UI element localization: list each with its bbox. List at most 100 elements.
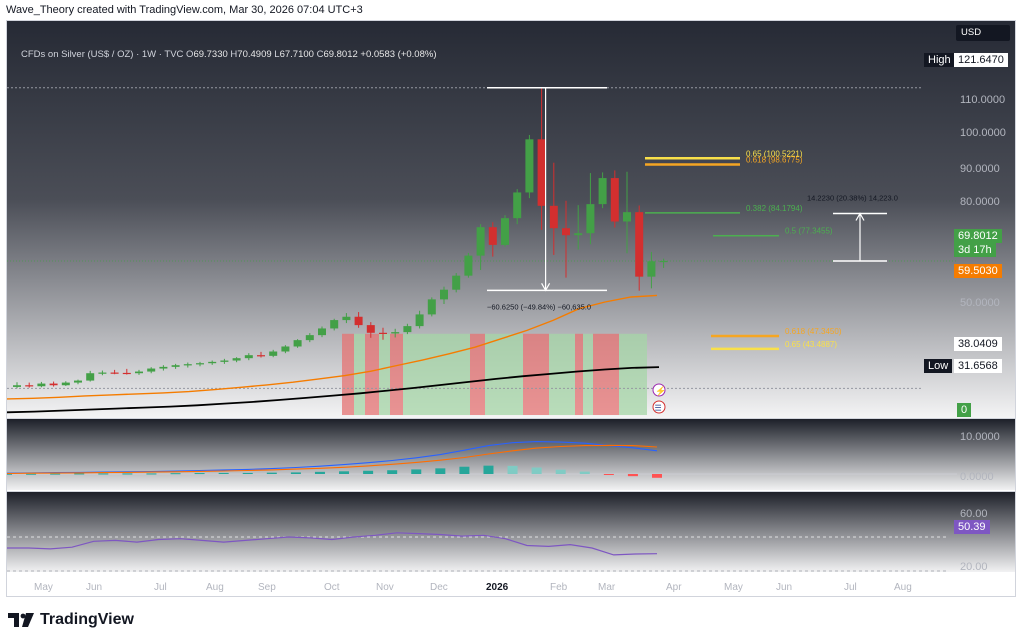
measure-down-label: −60.6250 (−49.84%) −60,635.0 — [487, 302, 591, 311]
macd-histogram-bar — [122, 473, 133, 475]
macd-histogram-bar — [26, 473, 37, 475]
currency-button[interactable]: USD — [956, 25, 1010, 41]
signal-zone — [470, 333, 485, 415]
fib-level-label: 0.65 (100.5221) — [746, 149, 803, 158]
x-axis-label: Apr — [666, 582, 682, 593]
macd-histogram-bar — [579, 471, 590, 474]
x-axis-label: Aug — [206, 582, 224, 593]
x-axis-label: Aug — [894, 582, 912, 593]
ma-slow-line — [7, 366, 660, 414]
x-axis-label: 2026 — [486, 582, 509, 593]
x-axis-label: Jun — [86, 582, 103, 593]
y-tick: 90.0000 — [960, 163, 1000, 175]
close-value: 69.8012 — [323, 49, 358, 60]
ma-fast-tag: 59.5030 — [954, 264, 1002, 278]
macd-histogram-bar — [314, 471, 325, 474]
macd-histogram-bar — [170, 473, 181, 475]
ma-fast-line — [7, 294, 658, 400]
candle-body — [196, 363, 204, 365]
candle-body — [391, 332, 400, 334]
candle-body — [452, 275, 461, 290]
candle-body — [440, 289, 448, 300]
candle-body — [37, 383, 46, 387]
candle-body — [501, 218, 509, 245]
chart-credit: Wave_Theory created with TradingView.com… — [6, 4, 363, 16]
x-axis-label: Oct — [324, 582, 340, 593]
candle-body — [525, 139, 534, 193]
y-tick: 100.0000 — [960, 127, 1006, 139]
candle-body — [623, 212, 631, 222]
candle-body — [574, 233, 583, 236]
fib-level-label: 0.65 (43.4887) — [785, 340, 837, 349]
macd-histogram-bar — [266, 472, 277, 474]
macd-histogram-bar — [483, 465, 494, 474]
level-lines: 0.65 (100.5221)0.618 (98.6775) 0.382 (84.… — [7, 87, 957, 389]
macd-histogram-bar — [531, 467, 542, 474]
signal-zone — [485, 333, 523, 415]
candle-body — [135, 371, 143, 374]
macd-histogram-bar — [290, 472, 301, 474]
measure-up-label: 14.2230 (20.38%) 14,223.0 — [807, 193, 898, 202]
lightning-icon — [652, 383, 666, 397]
open-label: O — [186, 49, 194, 60]
candle-body — [98, 372, 107, 374]
macd-value-tag: 0 — [957, 403, 972, 417]
macd-pane-bg — [7, 419, 1015, 490]
time-axis-bg — [7, 572, 1015, 596]
candle-body — [171, 365, 180, 367]
signal-zones — [342, 333, 647, 415]
y-tick: 80.0000 — [960, 196, 1000, 208]
candle-body — [318, 328, 326, 336]
macd-histogram-bar — [603, 474, 614, 475]
candle-body — [562, 228, 570, 236]
x-axis-label: Sep — [258, 582, 276, 593]
last-price-tag: 69.8012 — [954, 229, 1002, 243]
x-axis-label: Feb — [550, 582, 568, 593]
candle-body — [354, 316, 363, 326]
chart-canvas[interactable]: 0.65 (100.5221)0.618 (98.6775) 0.382 (84.… — [7, 21, 1016, 597]
rsi-indicator — [7, 532, 947, 572]
candle-body — [659, 260, 668, 263]
x-axis-label: May — [34, 582, 53, 593]
candle-body — [220, 360, 229, 362]
lightning-glyph: ⚡ — [655, 385, 666, 397]
measure-down-arrowhead — [541, 283, 551, 292]
candle-body — [25, 385, 34, 387]
macd-histogram-bar — [555, 469, 566, 474]
high-value-tag: 121.6470 — [954, 53, 1008, 67]
candle-body — [610, 178, 619, 222]
symbol-legend: CFDs on Silver (US$ / OZ) · 1W · TVC O69… — [21, 49, 436, 60]
rsi-line — [7, 532, 658, 556]
flag-glyph: ☰ — [655, 404, 662, 413]
macd-histogram-bar — [7, 473, 12, 475]
macd-tick: 10.0000 — [960, 431, 1000, 443]
open-value: 69.7330 — [193, 49, 228, 60]
candle-body — [122, 372, 131, 375]
candle-body — [379, 332, 387, 334]
x-axis-label: Jul — [154, 582, 167, 593]
macd-histogram-bar — [363, 470, 374, 474]
fib-level-label: 0.382 (84.1794) — [746, 204, 803, 213]
x-axis-label: Jun — [776, 582, 793, 593]
macd-histogram-bar — [98, 473, 109, 475]
macd-histogram-bar — [339, 471, 350, 474]
moving-averages — [7, 294, 660, 414]
macd-histogram-bar — [50, 473, 61, 475]
change-value: +0.0583 (+0.08%) — [360, 49, 437, 60]
candle-body — [232, 358, 241, 361]
low-value: 67.7100 — [279, 49, 314, 60]
candle-body — [598, 178, 607, 205]
low-label: L — [274, 49, 280, 60]
candle-body — [244, 355, 253, 359]
signal-zone — [354, 333, 365, 415]
x-axis-label: Nov — [376, 582, 394, 593]
candle-body — [476, 227, 485, 256]
candle-body — [586, 204, 595, 234]
candle-body — [427, 299, 436, 315]
footer-brand: TradingView — [8, 611, 134, 629]
candle-body — [513, 192, 522, 219]
candle-body — [110, 372, 119, 374]
chart-frame[interactable]: 0.65 (100.5221) 0.618 (98.6775) 0.382 (84.… — [6, 20, 1016, 597]
candle-body — [488, 227, 497, 245]
candle-body — [147, 368, 156, 372]
